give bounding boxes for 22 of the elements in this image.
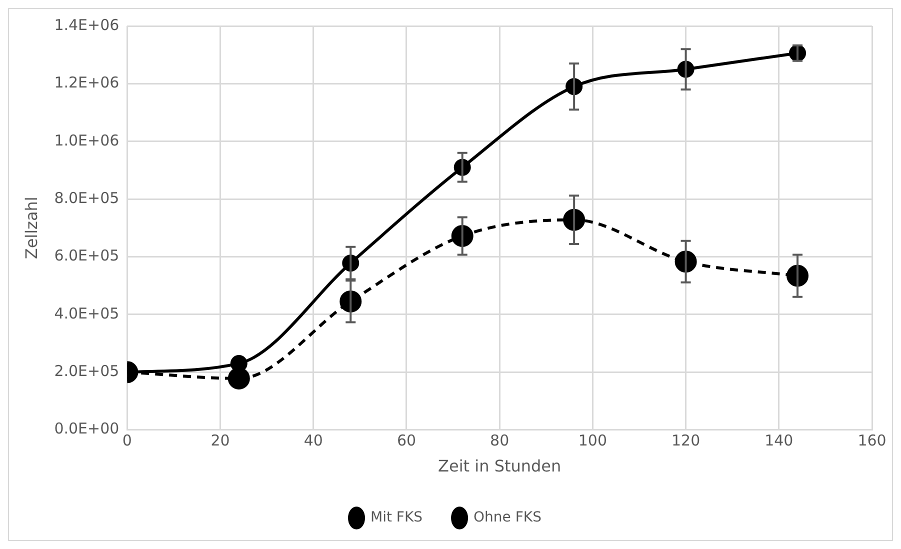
y-tick-label: 2.0E+05 <box>54 362 120 380</box>
y-tick-label: 0.0E+00 <box>54 420 120 438</box>
y-tick-label: 8.0E+05 <box>54 188 120 207</box>
x-tick-label: 0 <box>122 432 132 450</box>
x-tick-label: 160 <box>858 432 886 450</box>
legend-label: Mit FKS <box>370 510 423 526</box>
x-axis-title: Zeit in Stunden <box>438 456 562 476</box>
point <box>228 367 250 390</box>
x-tick-label: 40 <box>304 432 323 450</box>
x-tick-label: 60 <box>396 432 416 450</box>
x-tick-label: 80 <box>490 432 510 450</box>
x-tick-label: 20 <box>210 432 230 450</box>
y-tick-label: 1.2E+06 <box>54 74 120 92</box>
legend-label: Ohne FKS <box>474 510 542 526</box>
y-tick-label: 1.0E+06 <box>54 131 120 150</box>
y-tick-label: 4.0E+05 <box>54 304 120 322</box>
y-tick-label: 1.4E+06 <box>54 16 120 34</box>
x-tick-label: 100 <box>578 432 608 450</box>
y-tick-label: 6.0E+05 <box>54 246 120 265</box>
y-axis-title: Zellzahl <box>22 196 41 260</box>
x-tick-label: 140 <box>764 432 794 450</box>
x-tick-label: 120 <box>671 432 700 450</box>
